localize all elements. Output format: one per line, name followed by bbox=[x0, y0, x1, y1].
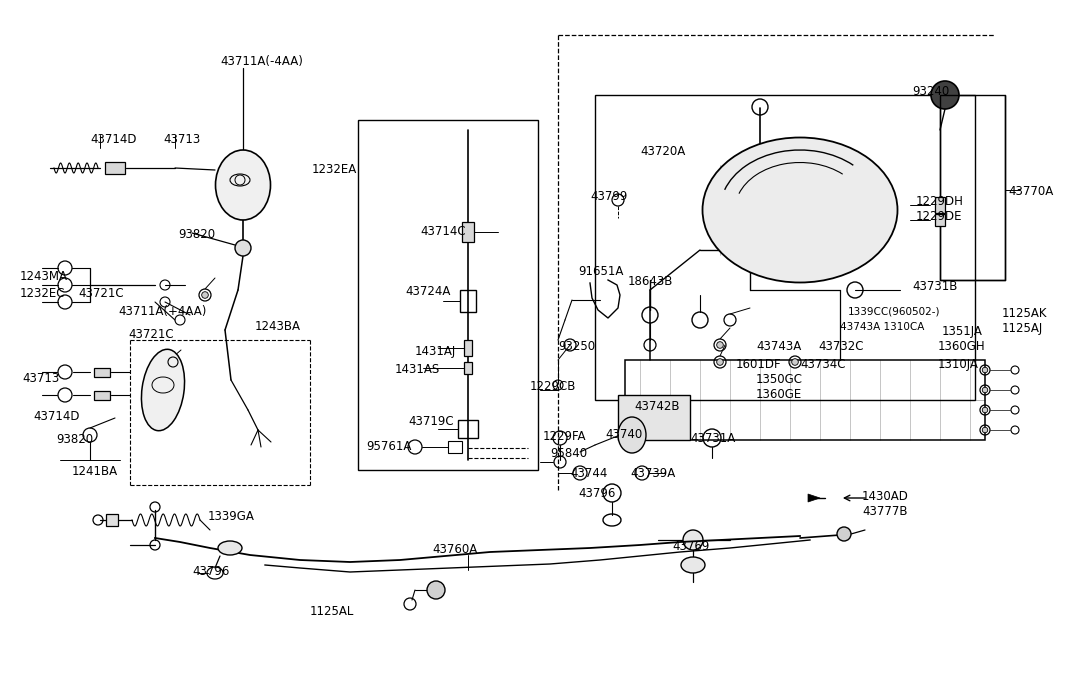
Bar bbox=[106, 514, 118, 526]
Text: 43744: 43744 bbox=[570, 467, 607, 480]
Circle shape bbox=[717, 342, 723, 348]
Bar bbox=[935, 197, 945, 213]
Text: 43740: 43740 bbox=[605, 428, 643, 441]
Bar bbox=[596, 95, 975, 400]
Text: 95761A: 95761A bbox=[366, 440, 411, 453]
Text: 43713: 43713 bbox=[23, 372, 59, 385]
Text: 43734C: 43734C bbox=[800, 358, 846, 371]
Bar bbox=[460, 290, 476, 312]
Text: 1339GA: 1339GA bbox=[208, 510, 255, 523]
Text: 1339CC(960502-): 1339CC(960502-) bbox=[848, 307, 941, 317]
Text: 43769: 43769 bbox=[672, 540, 709, 553]
Bar bbox=[458, 420, 477, 438]
Text: 93820: 93820 bbox=[56, 433, 93, 446]
Text: 43777B: 43777B bbox=[862, 505, 908, 518]
Text: 43721C: 43721C bbox=[128, 328, 174, 341]
Ellipse shape bbox=[618, 417, 646, 453]
Text: 1350GC: 1350GC bbox=[756, 373, 803, 386]
Text: 1241BA: 1241BA bbox=[72, 465, 118, 478]
Bar bbox=[94, 367, 111, 376]
Bar bbox=[464, 362, 472, 374]
Text: 43731B: 43731B bbox=[912, 280, 957, 293]
Text: 1232EA: 1232EA bbox=[312, 163, 357, 176]
Text: 18643B: 18643B bbox=[628, 275, 674, 288]
Text: 1351JA: 1351JA bbox=[942, 325, 983, 338]
Circle shape bbox=[202, 292, 208, 298]
Bar bbox=[462, 222, 474, 242]
Text: 43760A: 43760A bbox=[432, 543, 477, 556]
Text: 43714C: 43714C bbox=[420, 225, 466, 238]
Text: 1360GH: 1360GH bbox=[938, 340, 986, 353]
Text: 43724A: 43724A bbox=[405, 285, 451, 298]
Text: 1601DF: 1601DF bbox=[736, 358, 781, 371]
Text: 43711A(-4AA): 43711A(-4AA) bbox=[220, 55, 303, 68]
Ellipse shape bbox=[703, 138, 897, 282]
Text: 43742B: 43742B bbox=[634, 400, 679, 413]
Ellipse shape bbox=[142, 349, 185, 430]
Bar bbox=[358, 120, 538, 470]
Text: 43711A(+4AA): 43711A(+4AA) bbox=[118, 305, 206, 318]
Text: 1243BA: 1243BA bbox=[255, 320, 302, 333]
Text: 93250: 93250 bbox=[558, 340, 596, 353]
Text: 93240: 93240 bbox=[912, 85, 950, 98]
Text: 43721C: 43721C bbox=[78, 287, 123, 300]
Text: 1360GE: 1360GE bbox=[756, 388, 803, 401]
Circle shape bbox=[235, 240, 251, 256]
Bar bbox=[940, 95, 1005, 280]
Text: 43743A: 43743A bbox=[756, 340, 802, 353]
Circle shape bbox=[982, 427, 988, 433]
Text: 43731A: 43731A bbox=[690, 432, 735, 445]
Circle shape bbox=[837, 527, 851, 541]
Circle shape bbox=[717, 359, 723, 365]
Circle shape bbox=[931, 81, 959, 109]
Text: 95840: 95840 bbox=[550, 447, 587, 460]
Text: 1125AL: 1125AL bbox=[310, 605, 354, 618]
Bar bbox=[935, 214, 945, 226]
Text: 1125AJ: 1125AJ bbox=[1002, 322, 1043, 335]
Text: 43796: 43796 bbox=[578, 487, 616, 500]
Text: 43732C: 43732C bbox=[818, 340, 864, 353]
Text: 43796: 43796 bbox=[192, 565, 230, 578]
Bar bbox=[624, 360, 985, 440]
Ellipse shape bbox=[216, 150, 270, 220]
Circle shape bbox=[982, 367, 988, 373]
Bar bbox=[449, 441, 462, 453]
Text: 1229CB: 1229CB bbox=[530, 380, 576, 393]
Text: 43770A: 43770A bbox=[1008, 185, 1054, 198]
Bar bbox=[464, 340, 472, 356]
Circle shape bbox=[684, 530, 703, 550]
Text: 43799: 43799 bbox=[590, 190, 628, 203]
Text: 93820: 93820 bbox=[178, 228, 215, 241]
Text: 43713: 43713 bbox=[163, 133, 201, 146]
Text: 43714D: 43714D bbox=[33, 410, 79, 423]
Text: 1431AS: 1431AS bbox=[395, 363, 440, 376]
Text: 1430AD: 1430AD bbox=[862, 490, 909, 503]
Text: 1310JA: 1310JA bbox=[938, 358, 979, 371]
Text: 1229DE: 1229DE bbox=[916, 210, 962, 223]
Text: 43720A: 43720A bbox=[640, 145, 686, 158]
Text: 1229FA: 1229FA bbox=[543, 430, 587, 443]
Text: 43714D: 43714D bbox=[90, 133, 136, 146]
Polygon shape bbox=[808, 494, 820, 502]
Text: 1232EC: 1232EC bbox=[20, 287, 65, 300]
Circle shape bbox=[792, 359, 798, 365]
Bar bbox=[618, 395, 690, 440]
Ellipse shape bbox=[681, 557, 705, 573]
Text: 1431AJ: 1431AJ bbox=[415, 345, 456, 358]
Circle shape bbox=[982, 407, 988, 413]
Text: 43743A 1310CA: 43743A 1310CA bbox=[840, 322, 924, 332]
Text: 1229DH: 1229DH bbox=[916, 195, 964, 208]
Circle shape bbox=[427, 581, 445, 599]
Circle shape bbox=[982, 387, 988, 392]
Text: 43739A: 43739A bbox=[630, 467, 675, 480]
Bar bbox=[94, 390, 111, 399]
Text: 1243MA: 1243MA bbox=[20, 270, 68, 283]
Text: 1125AK: 1125AK bbox=[1002, 307, 1047, 320]
Ellipse shape bbox=[218, 541, 242, 555]
Text: 43719C: 43719C bbox=[408, 415, 454, 428]
Text: 91651A: 91651A bbox=[578, 265, 623, 278]
Bar bbox=[105, 162, 124, 174]
